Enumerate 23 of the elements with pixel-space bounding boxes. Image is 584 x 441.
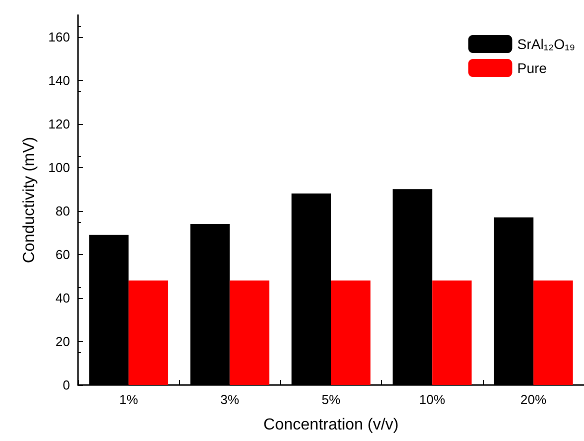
y-tick-label: 40 — [56, 290, 70, 306]
y-tick-label: 20 — [56, 334, 70, 349]
bar — [533, 280, 573, 385]
bar — [331, 280, 370, 385]
y-tick-label: 160 — [48, 29, 70, 44]
bar — [230, 280, 270, 385]
x-tick-label: 20% — [520, 392, 547, 407]
y-tick-label: 140 — [48, 72, 70, 88]
x-tick-label: 5% — [322, 392, 341, 407]
x-tick-label: 3% — [220, 392, 240, 407]
y-tick-label: 80 — [56, 203, 70, 218]
x-axis-title: Concentration (v/v) — [263, 416, 399, 434]
bar — [432, 280, 472, 385]
x-tick-label: 10% — [419, 392, 446, 407]
y-tick-label: 100 — [48, 160, 70, 175]
y-tick-label: 0 — [62, 378, 70, 392]
bar — [128, 280, 168, 385]
legend-label: SrAl₁₂O₁₉ — [517, 36, 576, 52]
legend-label: Pure — [517, 60, 548, 76]
x-tick-label: 1% — [119, 392, 138, 407]
y-tick-label: 120 — [48, 116, 70, 132]
y-axis-title: Conductivity (mV) — [20, 136, 38, 264]
y-tick-label: 60 — [56, 246, 70, 262]
